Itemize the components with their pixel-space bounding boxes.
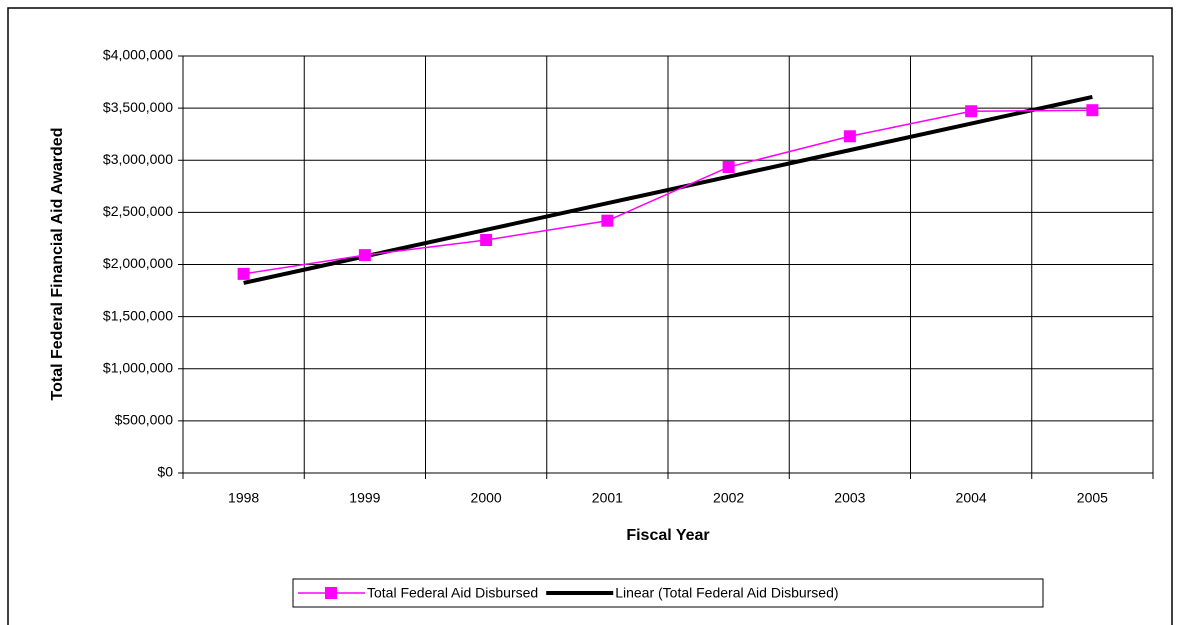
- x-tick-label: 2004: [956, 490, 987, 506]
- chart-border: [7, 7, 1173, 625]
- x-tick-label: 2003: [834, 490, 865, 506]
- data-marker: [601, 214, 614, 227]
- y-tick-label: $0: [157, 464, 173, 480]
- data-marker: [722, 161, 735, 174]
- y-tick-label: $3,500,000: [103, 99, 173, 115]
- x-axis-title: Fiscal Year: [626, 527, 709, 544]
- data-marker: [480, 234, 493, 247]
- y-tick-label: $2,000,000: [103, 255, 173, 271]
- legend-label: Linear (Total Federal Aid Disbursed): [615, 585, 838, 601]
- data-marker: [843, 130, 856, 143]
- x-tick-label: 2001: [592, 490, 623, 506]
- legend-label: Total Federal Aid Disbursed: [367, 585, 538, 601]
- x-tick-label: 2000: [471, 490, 502, 506]
- legend-marker: [325, 587, 337, 599]
- data-marker: [237, 267, 250, 280]
- x-tick-label: 1998: [228, 490, 259, 506]
- series-line: [243, 109, 1093, 275]
- legend-box: [292, 578, 1044, 608]
- y-tick-label: $4,000,000: [103, 47, 173, 63]
- data-marker: [1086, 104, 1099, 117]
- y-tick-label: $1,000,000: [103, 359, 173, 375]
- y-tick-label: $3,000,000: [103, 151, 173, 167]
- x-tick-label: 1999: [349, 490, 380, 506]
- y-axis-title: Total Federal Financial Aid Awarded: [49, 128, 66, 401]
- y-tick-label: $500,000: [115, 412, 174, 428]
- x-tick-label: 2002: [713, 490, 744, 506]
- data-marker: [358, 249, 371, 262]
- data-marker: [965, 105, 978, 118]
- x-tick-label: 2005: [1077, 490, 1108, 506]
- y-tick-label: $2,500,000: [103, 203, 173, 219]
- y-tick-label: $1,500,000: [103, 307, 173, 323]
